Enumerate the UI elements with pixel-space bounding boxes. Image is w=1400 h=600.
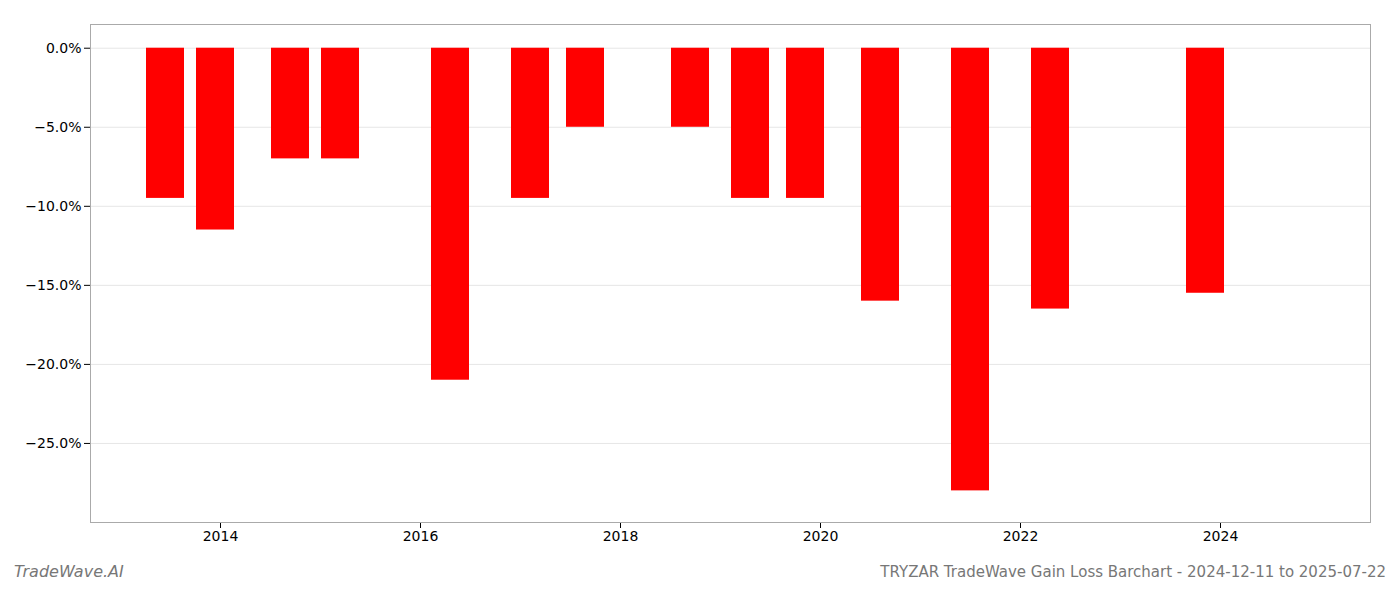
svg-text:−15.0%: −15.0% [25,277,81,293]
svg-text:2014: 2014 [203,528,239,544]
svg-text:−25.0%: −25.0% [25,435,81,451]
svg-text:2020: 2020 [803,528,839,544]
svg-text:2016: 2016 [403,528,439,544]
html-text:TRYZAR TradeWave Gain Loss Bar: TRYZAR TradeWave Gain Loss Barchart - 20… [880,563,1386,581]
svg-text:2024: 2024 [1203,528,1239,544]
svg-text:0.0%: 0.0% [46,40,82,56]
svg-text:−20.0%: −20.0% [25,356,81,372]
svg-text:−10.0%: −10.0% [25,198,81,214]
svg-text:−5.0%: −5.0% [34,119,81,135]
html-text:TradeWave.AI: TradeWave.AI [14,562,124,581]
svg-text:2022: 2022 [1003,528,1039,544]
svg-text:2018: 2018 [603,528,639,544]
